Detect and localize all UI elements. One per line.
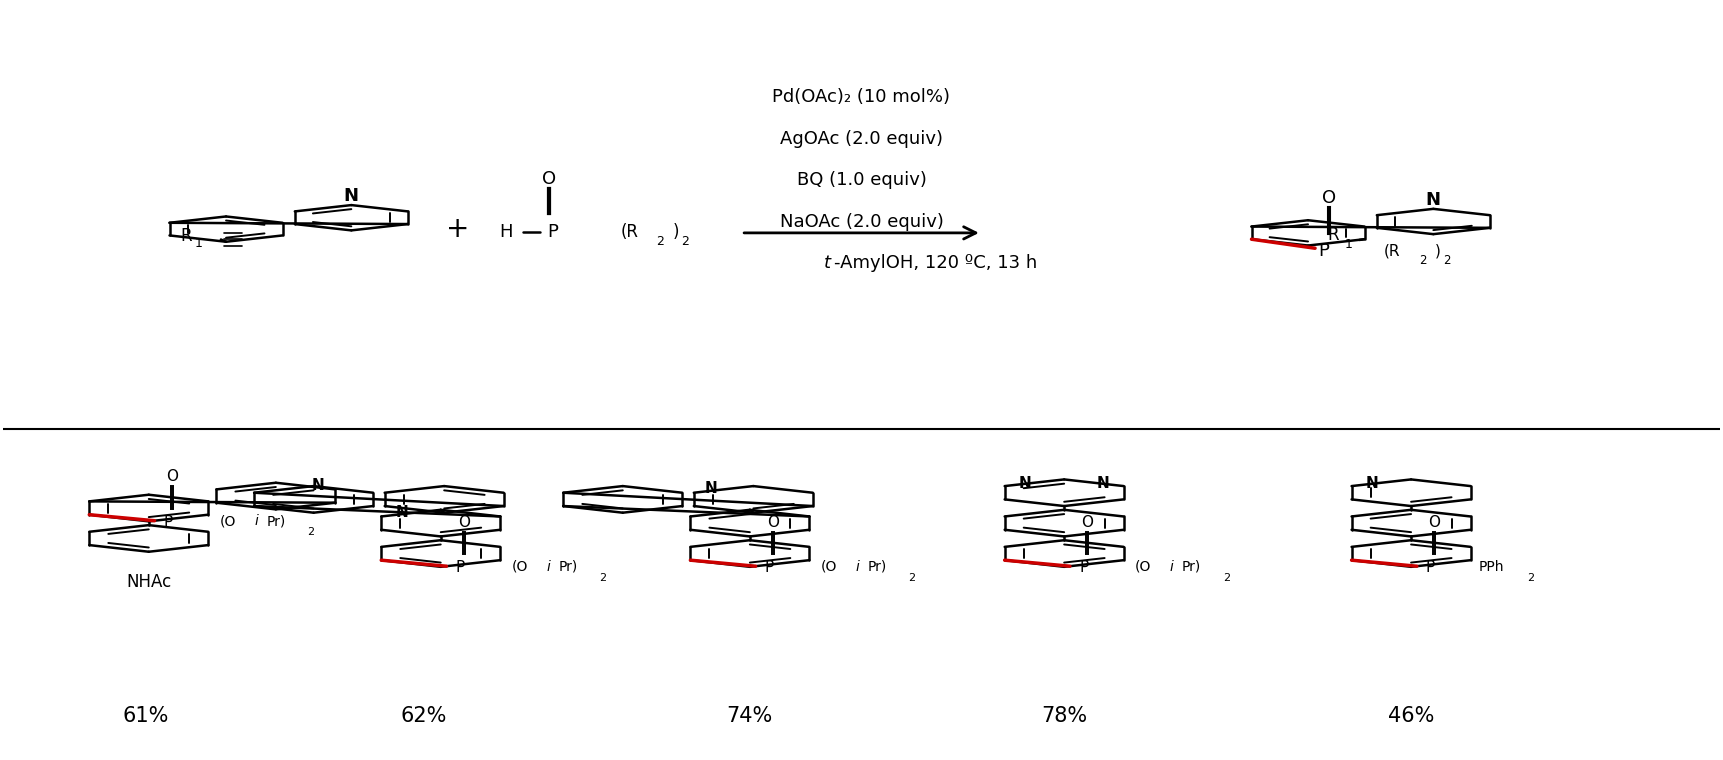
Text: Pr): Pr) [265,515,286,528]
Text: 2: 2 [1527,572,1533,582]
Text: ): ) [1435,243,1440,258]
Text: O: O [1428,515,1440,530]
Text: 61%: 61% [122,706,169,726]
Text: (R: (R [620,223,639,241]
Text: H: H [500,223,513,241]
Text: Pr): Pr) [1182,560,1201,574]
Text: 2: 2 [1444,254,1451,267]
Text: 2: 2 [1420,254,1427,267]
Text: 2: 2 [681,236,689,249]
Text: (R: (R [1384,243,1401,258]
Text: P: P [765,560,774,575]
Text: P: P [1427,560,1435,575]
Text: N: N [1427,191,1440,209]
Text: O: O [165,470,177,484]
Text: P: P [546,223,558,241]
Text: AgOAc (2.0 equiv): AgOAc (2.0 equiv) [781,129,942,147]
Text: i: i [546,560,550,574]
Text: P: P [1318,242,1328,259]
Text: -AmylOH, 120 ºC, 13 h: -AmylOH, 120 ºC, 13 h [834,254,1037,272]
Text: N: N [345,187,358,205]
Text: PPh: PPh [1478,560,1504,574]
Text: NHAc: NHAc [126,573,171,591]
Text: O: O [541,169,557,188]
Text: i: i [1170,560,1173,574]
Text: 62%: 62% [400,706,446,726]
Text: Pr): Pr) [867,560,887,574]
Text: 2: 2 [1223,572,1230,582]
Text: N: N [1366,477,1378,491]
Text: R: R [181,226,193,245]
Text: O: O [1322,188,1335,207]
Text: (O: (O [221,515,236,528]
Text: (O: (O [1135,560,1151,574]
Text: ): ) [672,223,679,241]
Text: N: N [705,482,717,496]
Text: O: O [458,515,470,530]
Text: 1: 1 [195,237,203,250]
Text: 74%: 74% [727,706,774,726]
Text: P: P [164,515,172,530]
Text: O: O [767,515,779,530]
Text: i: i [253,515,258,528]
Text: +: + [446,215,470,243]
Text: 1: 1 [1346,238,1353,251]
Text: Pd(OAc)₂ (10 mol%): Pd(OAc)₂ (10 mol%) [772,88,951,106]
Text: N: N [1018,477,1032,491]
Text: BQ (1.0 equiv): BQ (1.0 equiv) [796,171,927,189]
Text: t: t [824,254,830,272]
Text: P: P [455,560,465,575]
Text: 78%: 78% [1041,706,1087,726]
Text: N: N [396,505,408,520]
Text: 2: 2 [656,236,665,249]
Text: 2: 2 [908,572,915,582]
Text: O: O [1080,515,1092,530]
Text: N: N [312,478,324,493]
Text: Pr): Pr) [558,560,577,574]
Text: R: R [1328,226,1339,245]
Text: NaOAc (2.0 equiv): NaOAc (2.0 equiv) [779,213,944,230]
Text: i: i [855,560,860,574]
Text: 46%: 46% [1389,706,1434,726]
Text: (O: (O [820,560,837,574]
Text: P: P [1079,560,1089,575]
Text: (O: (O [512,560,529,574]
Text: N: N [1096,477,1110,491]
Text: 2: 2 [307,527,314,537]
Text: 2: 2 [600,572,606,582]
